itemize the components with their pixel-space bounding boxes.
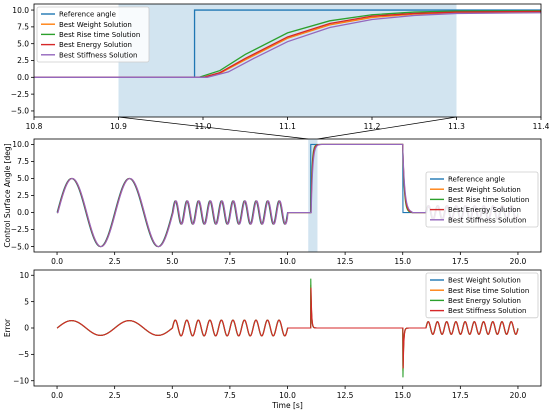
zoom-legend-label: Best Rise time Solution bbox=[59, 31, 140, 39]
full-legend: Reference angle Best Weight Solution Best … bbox=[425, 171, 539, 228]
error-xlabel: Time [s] bbox=[271, 401, 303, 410]
zoom-xtick-label: 11.2 bbox=[364, 122, 381, 131]
error-legend-box bbox=[425, 272, 539, 319]
full-axes: 0.0 2.5 5.0 7.5 10.0 12.5 15.0 17.5 20.0 −5.0 −2.5… bbox=[3, 138, 542, 266]
full-legend-label: Reference angle bbox=[448, 176, 505, 184]
full-xtick-label: 7.5 bbox=[224, 257, 236, 266]
full-legend-label: Best Energy Solution bbox=[448, 206, 521, 214]
zoom-series-line bbox=[34, 10, 542, 78]
error-axes: 0.0 2.5 5.0 7.5 10.0 12.5 15.0 17.5 20.0 −10 −5 0 5 1… bbox=[3, 269, 542, 410]
error-xtick-label: 20.0 bbox=[510, 391, 527, 400]
zoom-ytick-label: 10.0 bbox=[12, 6, 29, 15]
error-xtick-label: 17.5 bbox=[452, 391, 469, 400]
zoom-legend-label: Best Weight Solution bbox=[59, 21, 132, 29]
full-legend-box bbox=[425, 171, 539, 228]
zoom-frame bbox=[33, 3, 542, 118]
zoom-ytick-label: 7.5 bbox=[17, 23, 29, 32]
zoom-legend-label: Best Energy Solution bbox=[59, 41, 132, 49]
zoom-xtick-label: 11.1 bbox=[279, 122, 296, 131]
zoom-ytick-label: −2.5 bbox=[11, 90, 29, 99]
full-ytick-label: 5.0 bbox=[17, 174, 29, 183]
zoom-connector-right bbox=[317, 116, 457, 140]
full-legend-label: Best Rise time Solution bbox=[448, 196, 529, 204]
error-xtick-label: 15.0 bbox=[394, 391, 411, 400]
full-ytick-label: 0.0 bbox=[17, 208, 29, 217]
zoom-ytick-label: 2.5 bbox=[17, 56, 29, 65]
error-legend: Best Weight Solution Best Rise time Solut… bbox=[425, 272, 539, 319]
full-ytick-label: −5.0 bbox=[11, 242, 29, 251]
zoom-ytick-label: −5.0 bbox=[11, 107, 29, 116]
full-xtick-label: 0.0 bbox=[51, 257, 63, 266]
zoom-xtick-label: 10.9 bbox=[110, 122, 127, 131]
zoom-xtick-label: 11.4 bbox=[533, 122, 550, 131]
error-ytick-label: −5 bbox=[18, 350, 29, 359]
error-series-line bbox=[56, 287, 519, 369]
error-legend-label: Best Energy Solution bbox=[448, 297, 521, 305]
zoom-series-line bbox=[34, 10, 542, 78]
zoom-legend-label: Best Stiffness Solution bbox=[59, 51, 137, 59]
error-xtick-label: 5.0 bbox=[166, 391, 178, 400]
zoom-highlight-span bbox=[118, 4, 457, 117]
full-xtick-label: 12.5 bbox=[337, 257, 354, 266]
zoom-xtick-label: 11.3 bbox=[448, 122, 465, 131]
full-xtick-label: 15.0 bbox=[394, 257, 411, 266]
full-frame bbox=[33, 138, 542, 253]
full-xtick-label: 2.5 bbox=[109, 257, 121, 266]
full-ytick-label: 2.5 bbox=[17, 191, 29, 200]
error-ylabel: Error bbox=[3, 318, 12, 337]
error-frame bbox=[33, 269, 542, 387]
full-ytick-label: 10.0 bbox=[12, 140, 29, 149]
error-legend-label: Best Stiffness Solution bbox=[448, 307, 526, 315]
full-ylabel: Control Surface Angle [deg] bbox=[3, 143, 12, 247]
zoom-legend-label: Reference angle bbox=[59, 11, 116, 19]
full-highlight-span bbox=[308, 139, 318, 252]
error-xtick-label: 0.0 bbox=[51, 391, 63, 400]
zoom-ytick-label: 0.0 bbox=[17, 73, 29, 82]
error-xtick-label: 12.5 bbox=[337, 391, 354, 400]
zoom-xtick-label: 10.8 bbox=[26, 122, 43, 131]
full-xtick-label: 5.0 bbox=[166, 257, 178, 266]
full-ytick-label: 7.5 bbox=[17, 157, 29, 166]
error-xtick-label: 2.5 bbox=[109, 391, 121, 400]
zoom-legend: Reference angle Best Weight Solution Best … bbox=[36, 6, 150, 63]
zoom-legend-box bbox=[36, 6, 150, 63]
zoom-connector-left bbox=[118, 116, 309, 140]
error-ytick-label: 10 bbox=[19, 271, 29, 280]
full-xtick-label: 20.0 bbox=[510, 257, 527, 266]
full-xtick-label: 17.5 bbox=[452, 257, 469, 266]
full-xtick-label: 10.0 bbox=[279, 257, 296, 266]
error-xtick-label: 10.0 bbox=[279, 391, 296, 400]
zoom-series-line bbox=[34, 12, 542, 78]
zoom-ytick-label: 5.0 bbox=[17, 39, 29, 48]
error-ytick-label: 0 bbox=[24, 324, 29, 333]
error-xtick-label: 7.5 bbox=[224, 391, 236, 400]
error-legend-label: Best Rise time Solution bbox=[448, 287, 529, 295]
error-ytick-label: −10 bbox=[13, 376, 29, 385]
full-legend-label: Best Stiffness Solution bbox=[448, 216, 526, 224]
full-ytick-label: −2.5 bbox=[11, 225, 29, 234]
full-legend-label: Best Weight Solution bbox=[448, 186, 521, 194]
error-legend-label: Best Weight Solution bbox=[448, 277, 521, 285]
error-ytick-label: 5 bbox=[24, 297, 29, 306]
